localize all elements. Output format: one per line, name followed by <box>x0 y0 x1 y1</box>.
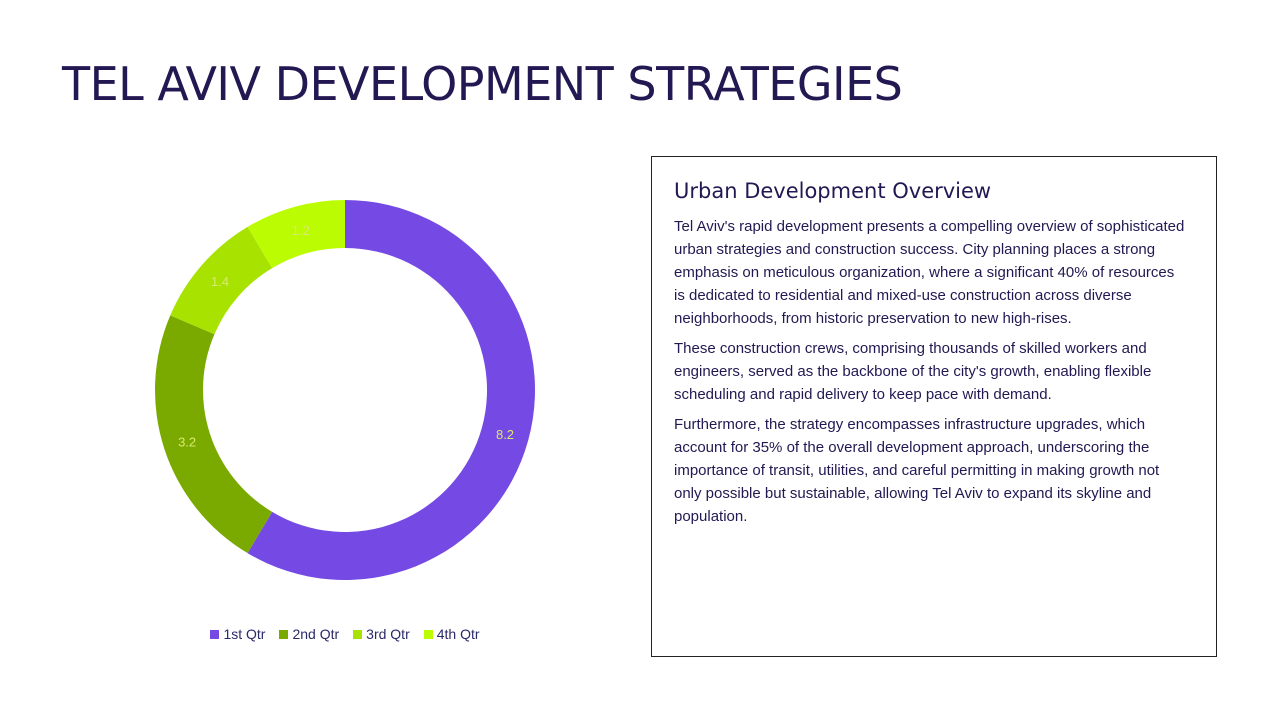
slice-data-label-3: 1.4 <box>211 274 229 289</box>
legend-label-1: 1st Qtr <box>223 626 266 642</box>
slice-data-label-4: 1.2 <box>292 223 310 238</box>
overview-paragraph-3: Furthermore, the strategy encompasses in… <box>674 416 1160 525</box>
legend-swatch-1 <box>210 629 220 639</box>
overview-text-box: Urban Development Overview Tel Aviv's ra… <box>651 156 1217 657</box>
overview-heading: Urban Development Overview <box>674 179 992 203</box>
legend-item-2: 2nd Qtr <box>279 626 339 642</box>
donut-chart-svg: 8.2 3.2 1.4 1.2 <box>155 200 535 580</box>
legend-item-4: 4th Qtr <box>423 626 480 642</box>
legend-swatch-2 <box>279 629 289 639</box>
slice-data-label-2: 3.2 <box>178 434 196 449</box>
legend-swatch-3 <box>353 629 363 639</box>
legend-swatch-4 <box>423 629 433 639</box>
legend-label-4: 4th Qtr <box>436 626 480 642</box>
chart-legend: 1st Qtr 2nd Qtr 3rd Qtr 4th Qtr <box>100 626 590 642</box>
donut-slice-4 <box>247 200 345 269</box>
donut-chart: 8.2 3.2 1.4 1.2 1st Qtr 2nd Qtr 3rd Qtr 4th Qt… <box>100 160 590 660</box>
legend-item-3: 3rd Qtr <box>353 626 410 642</box>
overview-paragraph-2: These construction crews, comprising tho… <box>674 340 1152 403</box>
slide-title: TEL AVIV DEVELOPMENT STRATEGIES <box>62 57 903 111</box>
donut-slice-2 <box>155 315 273 554</box>
donut-slice-3 <box>170 226 273 335</box>
overview-paragraph-1: Tel Aviv's rapid development presents a … <box>674 218 1185 327</box>
legend-label-2: 2nd Qtr <box>292 626 340 642</box>
slice-data-label-1: 8.2 <box>496 427 514 442</box>
legend-label-3: 3rd Qtr <box>366 626 410 642</box>
legend-item-1: 1st Qtr <box>210 626 265 642</box>
donut-slice-1 <box>247 200 535 580</box>
